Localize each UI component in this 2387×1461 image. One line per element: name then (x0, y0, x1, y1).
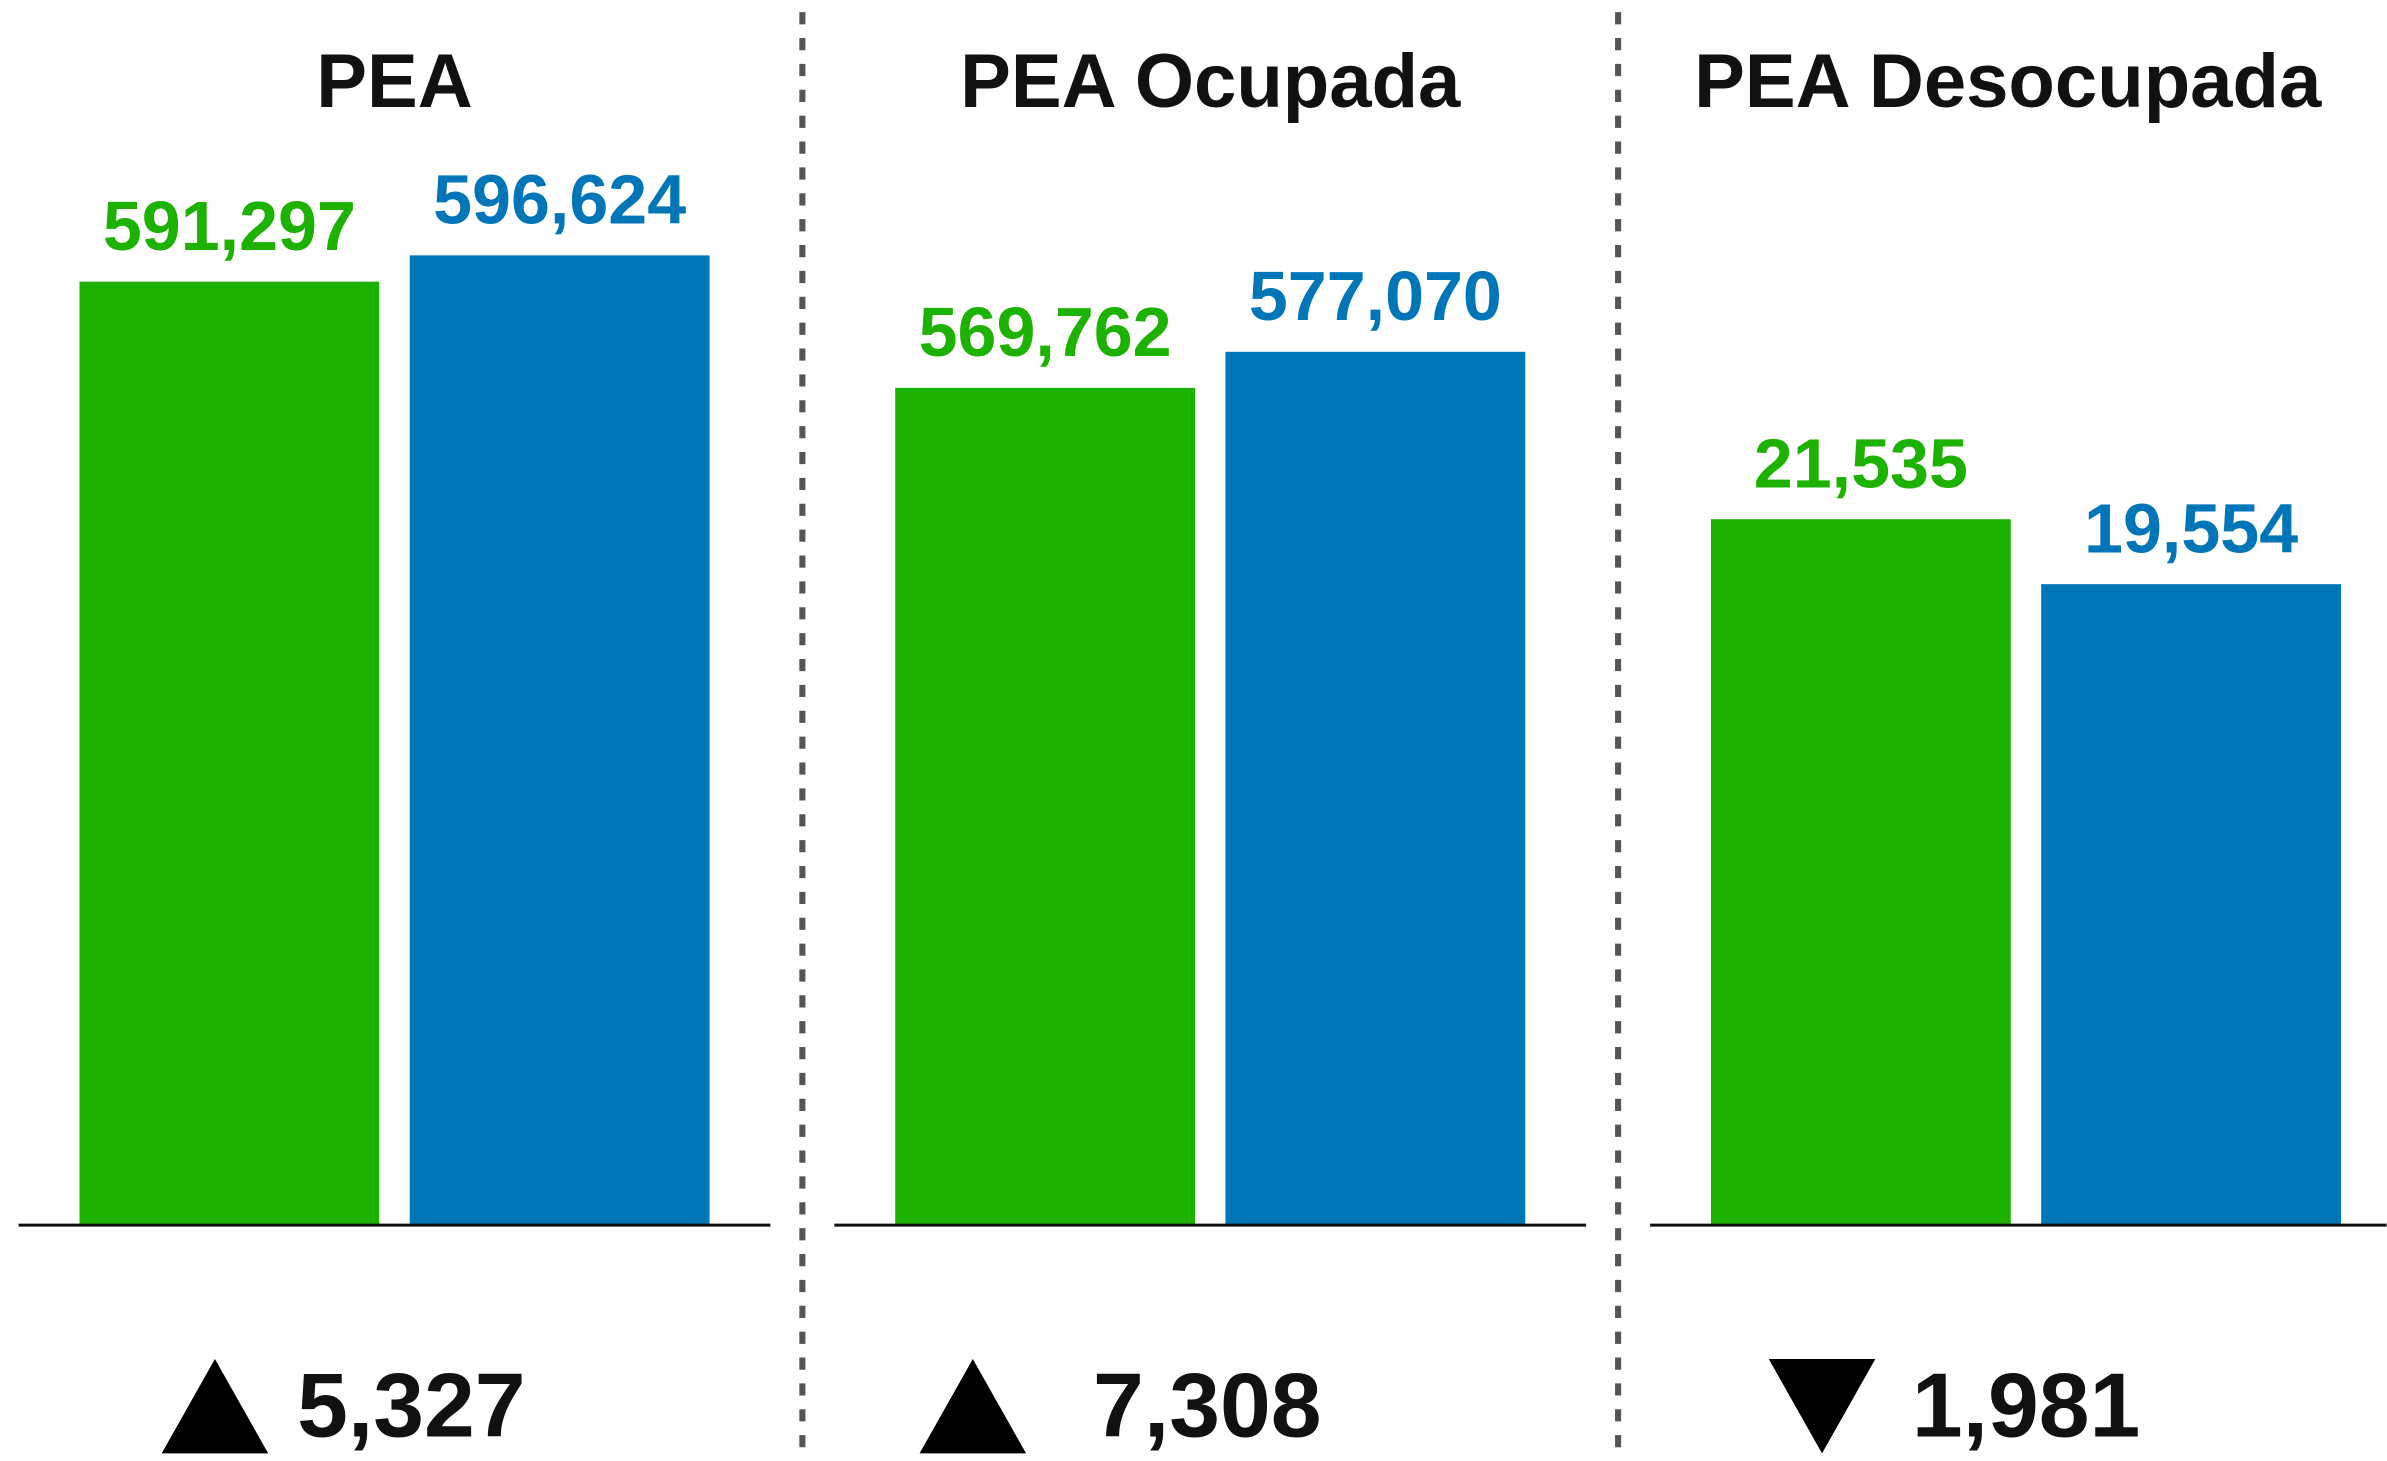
bar (409, 255, 710, 1226)
value-label: 577,070 (1249, 257, 1502, 335)
change-arrow (919, 1359, 1027, 1454)
bar (1225, 351, 1526, 1226)
value-label: 591,297 (103, 187, 356, 265)
bar (1710, 519, 2011, 1226)
panel-title: PEA Ocupada (960, 39, 1461, 124)
value-label: 19,554 (2084, 489, 2298, 567)
change-label: 1,981 (1912, 1354, 2140, 1456)
value-label: 21,535 (1754, 424, 1968, 502)
change-arrow (161, 1359, 269, 1454)
change-arrow (1768, 1359, 1876, 1454)
panel-title: PEA (316, 39, 472, 124)
change-label: 5,327 (297, 1354, 525, 1456)
bar (895, 387, 1196, 1226)
value-label: 596,624 (433, 161, 686, 239)
value-label: 569,762 (919, 293, 1172, 371)
panel-title: PEA Desocupada (1694, 39, 2322, 124)
bar (79, 281, 380, 1226)
bar (2041, 584, 2341, 1226)
change-label: 7,308 (1093, 1354, 1321, 1456)
